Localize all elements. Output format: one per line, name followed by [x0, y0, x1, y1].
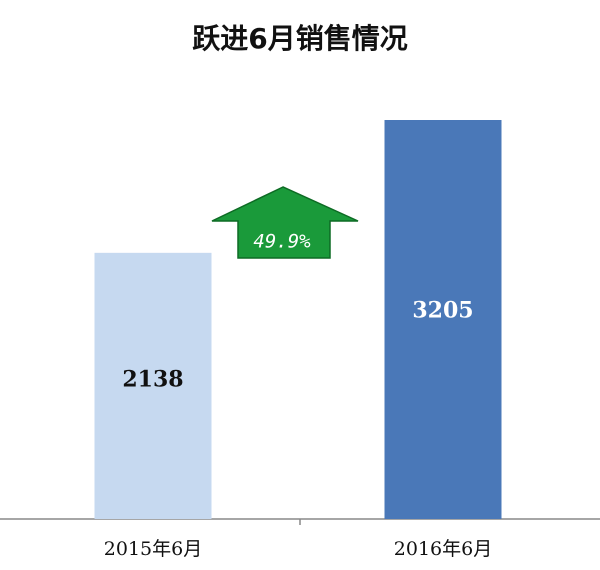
- growth-arrow: [211, 186, 359, 259]
- value-label: 3205: [412, 298, 473, 324]
- chart-title: 跃进6月销售情况: [192, 22, 407, 55]
- x-tick-label: 2016年6月: [394, 538, 492, 560]
- value-label: 2138: [122, 367, 183, 393]
- x-tick-label: 2015年6月: [104, 538, 202, 560]
- bar: [94, 252, 212, 519]
- growth-annotation: 49.9%: [253, 231, 311, 253]
- bar: [384, 120, 502, 519]
